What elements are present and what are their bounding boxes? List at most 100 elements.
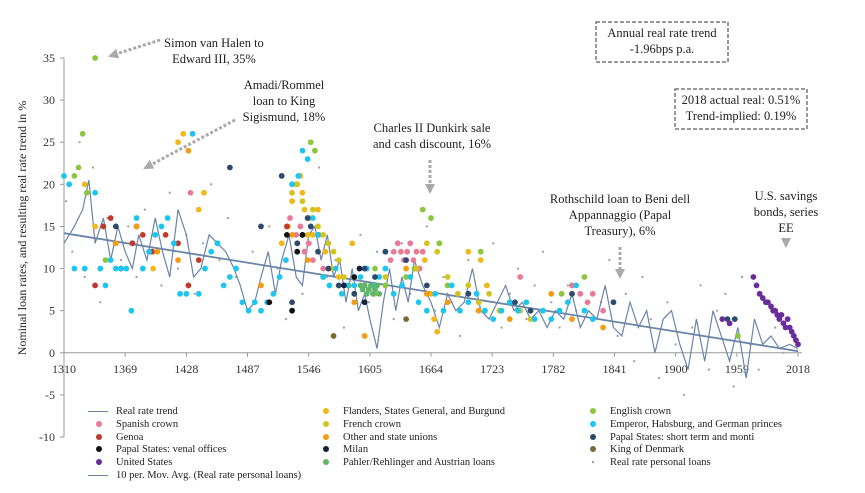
point-emperor-habsburg-and-german-princes <box>465 299 472 306</box>
point-genoa <box>129 240 136 247</box>
point-emperor-habsburg-and-german-princes <box>376 274 383 280</box>
point-emperor-habsburg-and-german-princes <box>315 231 321 238</box>
point-emperor-habsburg-and-german-princes <box>345 282 351 289</box>
personal-loan-point <box>120 259 123 262</box>
point-english-crown <box>581 274 588 280</box>
point-spanish-crown <box>569 282 575 289</box>
point-french-crown <box>465 282 472 289</box>
point-other-and-state-unions <box>185 147 192 154</box>
annotation-text: Simon van Halen to <box>164 36 264 50</box>
annotation-text: Appannaggio (Papal <box>569 208 672 222</box>
personal-loan-point <box>641 275 644 278</box>
personal-loan-point <box>99 301 102 304</box>
point-spanish-crown <box>589 290 596 297</box>
point-flanders-states-general-and-burgund <box>278 240 285 247</box>
point-united-states <box>759 295 766 301</box>
point-milan <box>341 282 347 289</box>
point-emperor-habsburg-and-german-princes <box>423 307 430 314</box>
point-french-crown <box>335 257 342 264</box>
point-flanders-states-general-and-burgund <box>315 206 321 213</box>
personal-loan-point <box>268 225 271 228</box>
point-emperor-habsburg-and-german-princes <box>289 181 295 188</box>
point-emperor-habsburg-and-german-princes <box>448 282 455 289</box>
point-papal-states-short-term-and-monti <box>361 265 368 272</box>
point-flanders-states-general-and-burgund <box>431 316 438 322</box>
point-french-crown <box>455 290 461 297</box>
point-flanders-states-general-and-burgund <box>477 257 484 264</box>
personal-loan-point <box>425 225 428 228</box>
point-emperor-habsburg-and-german-princes <box>102 282 109 289</box>
y-tick-label: 10 <box>43 262 55 276</box>
point-emperor-habsburg-and-german-princes <box>357 274 364 280</box>
annotation-box <box>595 21 729 63</box>
point-other-and-state-unions <box>548 290 555 297</box>
point-genoa <box>195 257 202 264</box>
point-french-crown <box>382 274 389 280</box>
point-genoa <box>283 223 290 230</box>
point-united-states <box>778 311 785 318</box>
point-flanders-states-general-and-burgund <box>301 206 308 213</box>
personal-loan-point <box>500 326 503 329</box>
point-papal-states-short-term-and-monti <box>304 215 311 221</box>
point-spanish-crown <box>577 290 584 297</box>
personal-loan-point <box>741 275 744 278</box>
annotation-text: Charles II Dunkirk sale <box>374 121 491 135</box>
personal-loan-point <box>367 301 370 304</box>
point-english-crown <box>307 139 314 146</box>
point-united-states <box>782 324 789 331</box>
point-other-and-state-unions <box>154 248 161 255</box>
point-flanders-states-general-and-burgund <box>175 139 181 146</box>
personal-loan-point <box>376 250 379 253</box>
personal-loan-point <box>658 377 661 380</box>
x-tick-label: 1546 <box>297 362 321 376</box>
point-emperor-habsburg-and-german-princes <box>97 265 104 272</box>
point-emperor-habsburg-and-german-princes <box>270 290 277 297</box>
point-king-of-denmark <box>403 316 410 322</box>
annotation-text: loan to King <box>253 94 316 108</box>
personal-loan-point <box>533 284 536 287</box>
point-united-states <box>750 274 757 280</box>
point-papal-states-venal-offices <box>289 307 295 314</box>
point-emperor-habsburg-and-german-princes <box>457 307 463 314</box>
personal-loan-point <box>92 166 95 169</box>
point-papal-states-short-term-and-monti <box>731 316 738 322</box>
annotation-box-text: Trend-implied: 0.19% <box>686 109 797 123</box>
annotation-arrow-head <box>425 184 435 194</box>
point-milan <box>356 265 363 272</box>
point-papal-states-short-term-and-monti <box>112 223 119 230</box>
personal-loan-point <box>218 259 221 262</box>
point-french-crown <box>325 240 332 247</box>
point-emperor-habsburg-and-german-princes <box>540 307 546 314</box>
point-pahler-rehlinger-and-austrian-loans <box>361 282 368 289</box>
point-emperor-habsburg-and-german-princes <box>548 316 555 322</box>
point-emperor-habsburg-and-german-princes <box>332 265 339 272</box>
point-papal-states-short-term-and-monti <box>527 307 534 314</box>
personal-loan-point <box>550 301 553 304</box>
point-spanish-crown <box>394 240 401 247</box>
personal-loan-point <box>616 334 619 337</box>
personal-loan-point <box>193 292 196 295</box>
point-emperor-habsburg-and-german-princes <box>440 307 447 314</box>
personal-loan-point <box>757 368 760 371</box>
moving-average-line <box>63 179 799 379</box>
point-emperor-habsburg-and-german-princes <box>309 215 316 221</box>
point-emperor-habsburg-and-german-princes <box>112 265 119 272</box>
point-spanish-crown <box>390 248 397 255</box>
point-papal-states-venal-offices <box>283 231 290 238</box>
annotation-arrow-head <box>615 269 625 279</box>
point-papal-states-short-term-and-monti <box>226 164 233 171</box>
x-tick-label: 1900 <box>664 362 688 376</box>
point-emperor-habsburg-and-german-princes <box>382 265 389 272</box>
y-tick-label: 25 <box>43 135 55 149</box>
point-emperor-habsburg-and-german-princes <box>498 307 505 314</box>
personal-loan-point <box>525 318 528 321</box>
point-emperor-habsburg-and-german-princes <box>390 290 397 297</box>
point-emperor-habsburg-and-german-princes <box>589 316 596 322</box>
personal-loan-point <box>633 360 636 363</box>
point-other-and-state-unions <box>304 257 311 264</box>
point-french-crown <box>330 248 337 255</box>
point-spanish-crown <box>410 257 417 264</box>
personal-loan-point <box>251 250 254 253</box>
x-tick-label: 2018 <box>786 362 810 376</box>
point-spanish-crown <box>419 248 426 255</box>
